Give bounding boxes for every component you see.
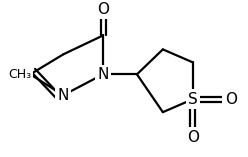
Text: O: O (97, 2, 109, 17)
Text: CH₃: CH₃ (8, 68, 31, 81)
Text: O: O (225, 92, 237, 107)
Text: N: N (97, 67, 109, 82)
Text: O: O (187, 130, 199, 145)
Text: N: N (58, 88, 69, 103)
Text: S: S (188, 92, 198, 107)
